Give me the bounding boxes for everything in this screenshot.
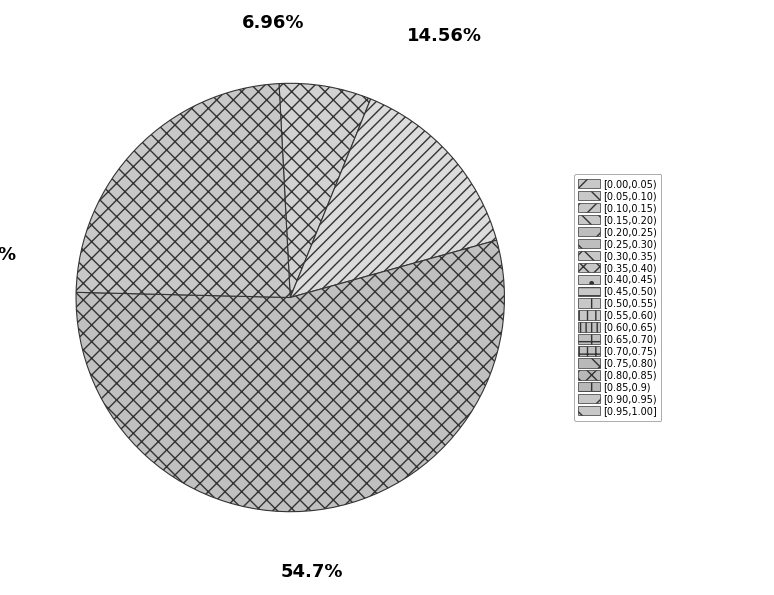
Wedge shape xyxy=(76,83,290,298)
Text: 54.7%: 54.7% xyxy=(280,563,343,581)
Wedge shape xyxy=(76,240,505,512)
Text: 14.56%: 14.56% xyxy=(407,27,482,45)
Wedge shape xyxy=(279,83,371,298)
Text: 23.78%: 23.78% xyxy=(0,246,17,264)
Wedge shape xyxy=(290,99,497,298)
Legend: [0.00,0.05), [0.05,0.10), [0.10,0.15), [0.15,0.20), [0.20,0.25), [0.25,0.30), [0: [0.00,0.05), [0.05,0.10), [0.10,0.15), [… xyxy=(574,174,662,421)
Text: 6.96%: 6.96% xyxy=(241,14,304,32)
